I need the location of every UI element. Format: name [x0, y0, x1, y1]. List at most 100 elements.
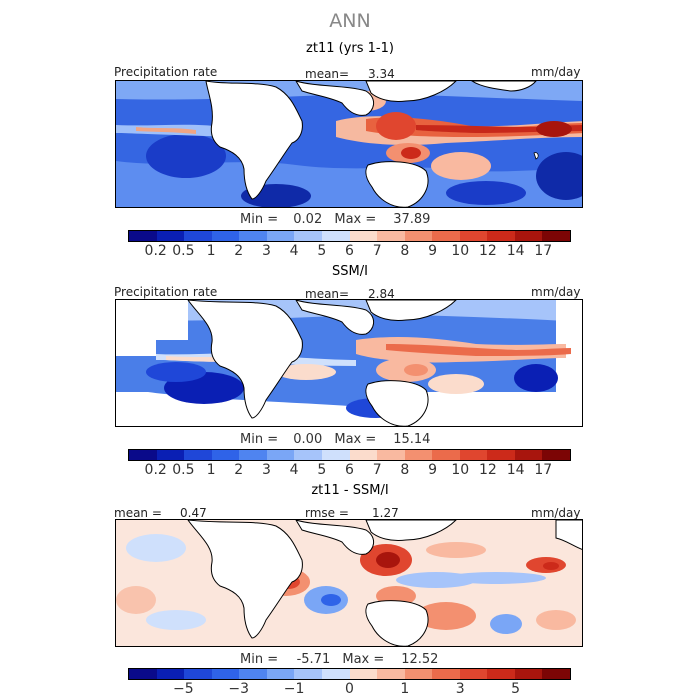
colorbar-tick-label: 3	[455, 681, 465, 697]
colorbar-swatch	[211, 450, 240, 460]
colorbar-tick-label: 1	[206, 243, 216, 259]
panel-3-map	[115, 519, 583, 647]
panel-3-colorbar-ticks: −5 −3 −1 0 1 3 5	[128, 681, 571, 697]
colorbar-tick-label: 6	[345, 462, 354, 478]
panel-2-mean-label: mean=	[305, 287, 350, 301]
panel-3-min-value: -5.71	[296, 652, 331, 667]
panel-1-min-value: 0.02	[293, 212, 323, 227]
colorbar-swatch	[129, 669, 157, 679]
colorbar-swatch	[211, 231, 240, 241]
colorbar-tick-label: 8	[400, 462, 410, 478]
panel-3-map-field	[116, 520, 582, 646]
panel-2-map-field	[116, 300, 582, 426]
colorbar-tick-label: 8	[400, 243, 410, 259]
colorbar-swatch	[129, 450, 157, 460]
colorbar-tick-label: 2	[234, 462, 244, 478]
panel-2-min-value: 0.00	[293, 432, 323, 447]
panel-3-rmse-label: rmse =	[305, 506, 349, 520]
colorbar-swatch	[184, 231, 212, 241]
colorbar-tick-label: 0.5	[172, 462, 195, 478]
panel-1-min-label: Min =	[240, 212, 279, 227]
panel-1-units: mm/day	[531, 65, 581, 79]
panel-1-max-label: Max =	[334, 212, 377, 227]
colorbar-swatch	[542, 450, 570, 460]
colorbar-tick-label: 0.2	[144, 462, 167, 478]
colorbar-swatch	[404, 231, 433, 241]
colorbar-tick-label: 10	[451, 462, 470, 478]
colorbar-swatch	[294, 231, 322, 241]
colorbar-tick-label: 1	[400, 681, 410, 697]
panel-3-mean-label: mean =	[114, 506, 162, 520]
colorbar-tick-label: 7	[372, 243, 382, 259]
colorbar-swatch	[321, 669, 350, 679]
colorbar-tick-label: 9	[428, 462, 438, 478]
colorbar-tick-label: 3	[261, 462, 271, 478]
colorbar-tick-label: 12	[479, 243, 497, 259]
colorbar-swatch	[404, 450, 433, 460]
colorbar-swatch	[239, 450, 267, 460]
colorbar-swatch	[514, 231, 543, 241]
colorbar-tick-label: 5	[317, 243, 327, 259]
panel-2-mean-value: 2.84	[368, 287, 395, 301]
colorbar-swatch	[184, 669, 212, 679]
colorbar-tick-label: 1	[206, 462, 216, 478]
panel-3-mean-value: 0.47	[180, 506, 207, 520]
colorbar-tick-label: 0.2	[144, 243, 167, 259]
colorbar-swatch	[514, 450, 543, 460]
colorbar-swatch	[129, 231, 157, 241]
panel-1-map	[115, 80, 583, 208]
colorbar-tick-label: 17	[534, 462, 553, 478]
colorbar-swatch	[514, 669, 543, 679]
colorbar-tick-label: 7	[372, 462, 382, 478]
panel-2-units: mm/day	[531, 285, 581, 299]
panel-3-min-label: Min =	[240, 652, 279, 667]
colorbar-swatch	[377, 669, 405, 679]
colorbar-tick-label: 0	[345, 681, 354, 697]
panel-3-rmse-value: 1.27	[372, 506, 399, 520]
panel-2-map	[115, 299, 583, 427]
panel-3-colorbar	[128, 668, 571, 680]
colorbar-tick-label: 5	[317, 462, 327, 478]
colorbar-swatch	[321, 450, 350, 460]
colorbar-swatch	[377, 231, 405, 241]
colorbar-swatch	[321, 231, 350, 241]
panel-2-min-label: Min =	[240, 432, 279, 447]
colorbar-tick-label: 2	[234, 243, 244, 259]
colorbar-tick-label: 14	[506, 243, 525, 259]
panel-1-max-value: 37.89	[393, 212, 431, 227]
colorbar-tick-label: 0.5	[172, 243, 195, 259]
figure-title: ANN	[329, 10, 371, 32]
panel-2-colorbar	[128, 449, 571, 461]
colorbar-tick-label: 17	[534, 243, 553, 259]
colorbar-swatch	[487, 231, 515, 241]
panel-1-map-field	[116, 81, 582, 207]
colorbar-swatch	[487, 450, 515, 460]
colorbar-tick-label: 14	[506, 462, 525, 478]
colorbar-swatch	[542, 669, 570, 679]
panel-1-mean-value: 3.34	[368, 67, 395, 81]
colorbar-swatch	[404, 669, 433, 679]
colorbar-swatch	[294, 450, 322, 460]
colorbar-swatch	[377, 450, 405, 460]
colorbar-tick-label: 12	[479, 462, 497, 478]
panel-3-title: zt11 - SSM/I	[311, 483, 389, 498]
panel-1-mean-label: mean=	[305, 67, 350, 81]
colorbar-swatch	[459, 669, 488, 679]
colorbar-tick-label: 3	[261, 243, 271, 259]
panel-3-max-value: 12.52	[401, 652, 439, 667]
colorbar-tick-label: −3	[228, 681, 250, 697]
colorbar-tick-label: 10	[451, 243, 470, 259]
colorbar-swatch	[239, 669, 267, 679]
colorbar-swatch	[184, 450, 212, 460]
colorbar-swatch	[239, 231, 267, 241]
colorbar-swatch	[432, 450, 460, 460]
colorbar-swatch	[349, 450, 378, 460]
panel-1-title: zt11 (yrs 1-1)	[306, 41, 394, 56]
colorbar-swatch	[459, 450, 488, 460]
panel-1-field-label: Precipitation rate	[114, 65, 218, 79]
colorbar-tick-label: −1	[283, 681, 305, 697]
colorbar-swatch	[349, 231, 378, 241]
panel-2-max-label: Max =	[334, 432, 377, 447]
colorbar-tick-label: 4	[289, 462, 299, 478]
panel-1-colorbar-ticks: 0.2 0.5 1 2 3 4 5 6 7 8 9 10 12 14 17	[128, 243, 571, 259]
